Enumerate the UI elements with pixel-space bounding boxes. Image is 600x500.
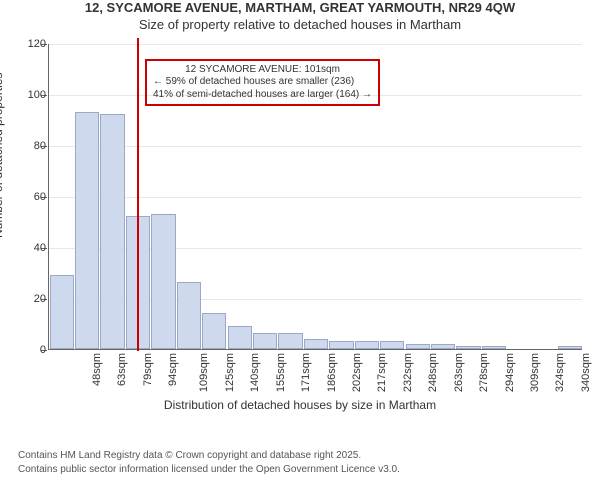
- x-tick-label: 278sqm: [478, 353, 490, 392]
- x-tick-label: 109sqm: [199, 353, 211, 392]
- x-tick-label: 63sqm: [116, 353, 128, 386]
- footnote-line1: Contains HM Land Registry data © Crown c…: [0, 448, 600, 462]
- x-tick-label: 155sqm: [275, 353, 287, 392]
- histogram-bar: [228, 326, 252, 349]
- x-tick-label: 324sqm: [555, 353, 567, 392]
- chart-area: Number of detached properties 12 SYCAMOR…: [0, 38, 600, 448]
- annotation-line: 41% of semi-detached houses are larger (…: [153, 89, 372, 102]
- y-tick-label: 40: [18, 242, 46, 254]
- histogram-bar: [253, 333, 277, 348]
- x-tick-label: 232sqm: [402, 353, 414, 392]
- histogram-bar: [202, 313, 226, 349]
- histogram-bar: [177, 282, 201, 348]
- x-tick-label: 79sqm: [142, 353, 154, 386]
- y-tick-label: 0: [18, 344, 46, 356]
- histogram-bar: [431, 344, 455, 349]
- x-tick-label: 294sqm: [504, 353, 516, 392]
- x-tick-label: 171sqm: [300, 353, 312, 392]
- histogram-bar: [456, 346, 480, 349]
- x-tick-label: 263sqm: [453, 353, 465, 392]
- chart-title-line2: Size of property relative to detached ho…: [0, 17, 600, 34]
- x-tick-label: 94sqm: [167, 353, 179, 386]
- histogram-bar: [304, 339, 328, 349]
- plot-region: 12 SYCAMORE AVENUE: 101sqm← 59% of detac…: [48, 44, 582, 350]
- histogram-bar: [355, 341, 379, 349]
- histogram-bar: [380, 341, 404, 349]
- histogram-bar: [329, 341, 353, 349]
- histogram-bar: [50, 275, 74, 349]
- annotation-box: 12 SYCAMORE AVENUE: 101sqm← 59% of detac…: [145, 59, 380, 107]
- histogram-bar: [558, 346, 582, 349]
- x-axis-label: Distribution of detached houses by size …: [0, 398, 600, 412]
- x-tick-label: 140sqm: [249, 353, 261, 392]
- histogram-bar: [482, 346, 506, 349]
- histogram-bar: [151, 214, 175, 349]
- histogram-bar: [278, 333, 302, 348]
- footnote-line2: Contains public sector information licen…: [0, 462, 600, 476]
- x-tick-label: 48sqm: [91, 353, 103, 386]
- chart-title-line1: 12, SYCAMORE AVENUE, MARTHAM, GREAT YARM…: [0, 0, 600, 17]
- y-tick-label: 60: [18, 191, 46, 203]
- y-tick-label: 20: [18, 293, 46, 305]
- x-tick-label: 217sqm: [377, 353, 389, 392]
- reference-line: [137, 38, 139, 351]
- x-tick-label: 340sqm: [580, 353, 592, 392]
- y-axis-label: Number of detached properties: [0, 72, 5, 237]
- y-tick-label: 100: [18, 89, 46, 101]
- annotation-line: 12 SYCAMORE AVENUE: 101sqm: [153, 64, 372, 77]
- histogram-bar: [406, 344, 430, 349]
- histogram-bar: [75, 112, 99, 349]
- y-tick-label: 80: [18, 140, 46, 152]
- x-tick-label: 202sqm: [351, 353, 363, 392]
- annotation-line: ← 59% of detached houses are smaller (23…: [153, 76, 372, 89]
- x-tick-label: 309sqm: [529, 353, 541, 392]
- x-tick-label: 248sqm: [427, 353, 439, 392]
- y-tick-label: 120: [18, 38, 46, 50]
- x-tick-label: 186sqm: [326, 353, 338, 392]
- histogram-bar: [100, 114, 124, 349]
- x-tick-label: 125sqm: [224, 353, 236, 392]
